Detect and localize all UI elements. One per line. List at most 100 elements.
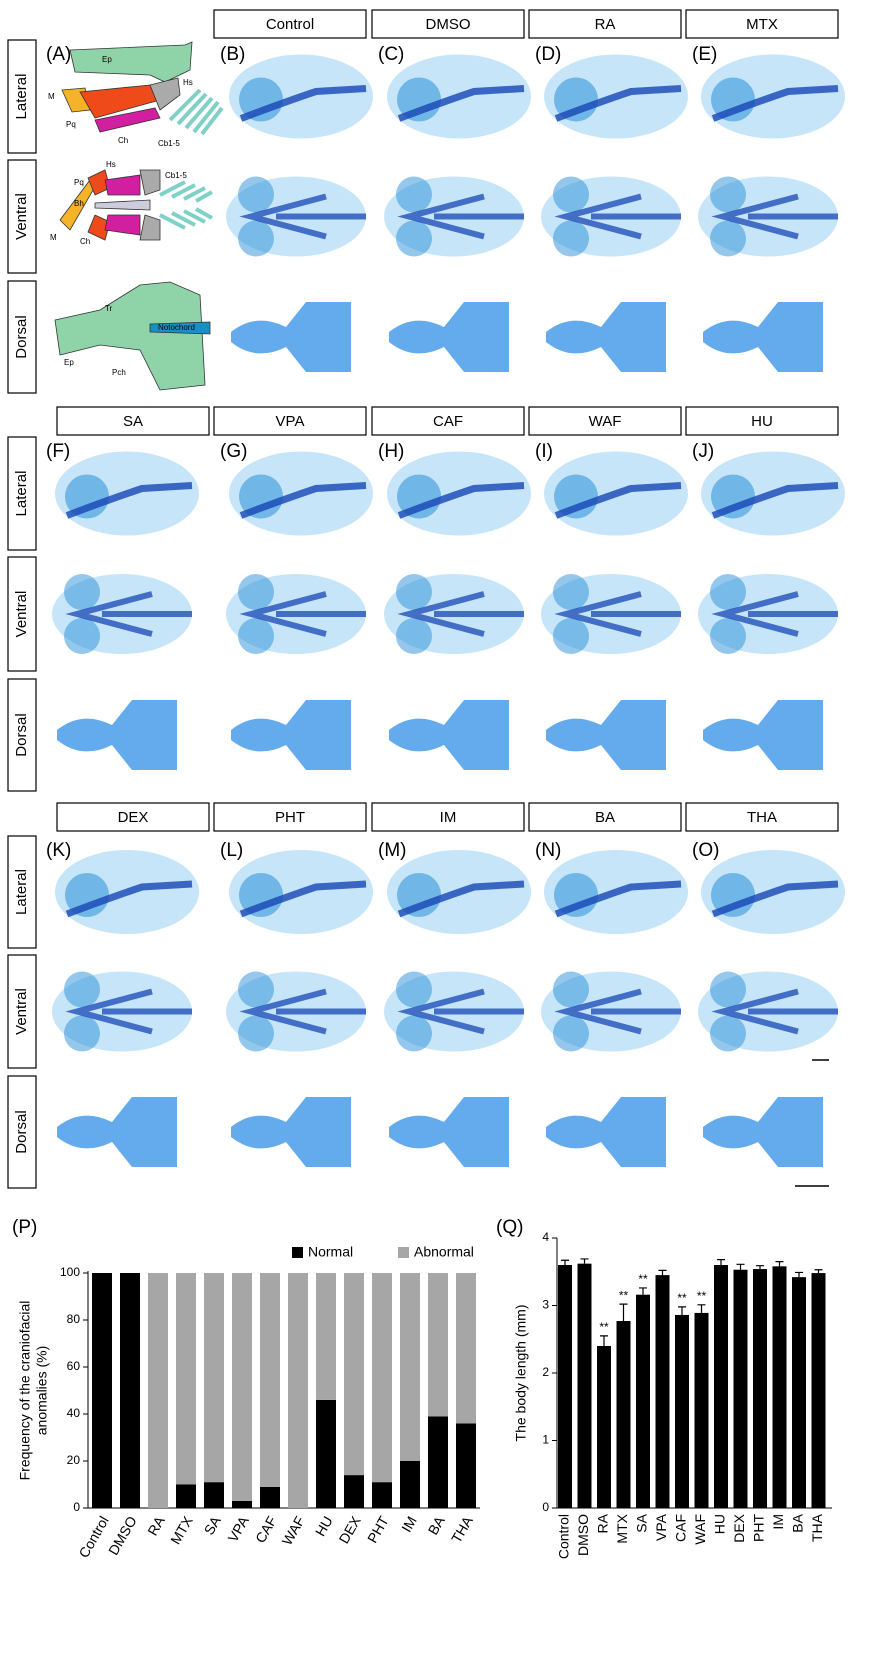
photo-eye [396, 972, 432, 1008]
photo-eye [396, 618, 432, 654]
error-bar [659, 1270, 667, 1275]
photo-cartilage [703, 700, 823, 770]
photo-eye [710, 972, 746, 1008]
column-header: MTX [746, 16, 778, 33]
x-tick-label: HU [712, 1514, 728, 1534]
diagram-label: Ch [80, 237, 90, 246]
row-label: Dorsal [13, 315, 30, 358]
bar-segment [260, 1273, 280, 1487]
photo-cartilage [389, 1097, 509, 1167]
photo-eye [553, 574, 589, 610]
diagram-label: Pq [74, 178, 84, 187]
x-tick-label: BA [790, 1513, 806, 1532]
column-header: PHT [275, 809, 305, 826]
bar [792, 1277, 806, 1508]
bar-segment [176, 1273, 196, 1485]
photo-eye [64, 618, 100, 654]
diagram-label: Ch [118, 136, 128, 145]
y-tick-label: 100 [60, 1265, 80, 1279]
bar-segment [204, 1482, 224, 1508]
photo-cartilage [57, 700, 177, 770]
diagram-label: Tr [105, 304, 113, 313]
photo-eye [553, 221, 589, 257]
diagram-shape [150, 78, 180, 110]
error-bar [815, 1270, 823, 1273]
bar [734, 1270, 748, 1508]
x-tick-label: WAF [279, 1513, 308, 1547]
column-header: IM [440, 809, 457, 826]
y-tick-label: 0 [73, 1500, 80, 1514]
bar-segment [456, 1423, 476, 1508]
error-bar [561, 1260, 569, 1265]
error-bar [678, 1307, 686, 1315]
bar-segment [456, 1273, 476, 1423]
error-bar [717, 1260, 725, 1265]
photo-eye [710, 1016, 746, 1052]
photo-eye [710, 574, 746, 610]
photo-eye [396, 574, 432, 610]
photo-eye [238, 972, 274, 1008]
photo-cartilage [231, 700, 351, 770]
panel-letter: (D) [535, 44, 561, 65]
bar-segment [232, 1273, 252, 1501]
x-tick-label: SA [634, 1513, 650, 1532]
diagram-label: Cb1-5 [158, 139, 180, 148]
photo-eye [396, 1016, 432, 1052]
photo-eye [553, 1016, 589, 1052]
error-bar [620, 1304, 628, 1321]
bar-segment [372, 1482, 392, 1508]
photo-cartilage [57, 1097, 177, 1167]
photo-cartilage [389, 700, 509, 770]
bar-segment [232, 1501, 252, 1508]
column-header: DEX [118, 809, 149, 826]
photo-eye [553, 177, 589, 213]
bar [695, 1313, 709, 1508]
row-label: Ventral [13, 193, 30, 240]
diagram-label: Notochord [158, 323, 195, 332]
photo-eye [64, 574, 100, 610]
photo-eye [238, 618, 274, 654]
photo-cartilage [231, 302, 351, 372]
row-label: Ventral [13, 988, 30, 1035]
photo-eye [553, 618, 589, 654]
photo-eye [710, 618, 746, 654]
bar-segment [176, 1485, 196, 1509]
panel-letter: (H) [378, 441, 404, 462]
y-tick-label: 20 [67, 1453, 81, 1467]
significance: ** [677, 1291, 687, 1305]
diagram-label: Ep [64, 358, 74, 367]
y-tick-label: 40 [67, 1406, 81, 1420]
panel-letter: (N) [535, 840, 561, 861]
column-header: HU [751, 413, 773, 430]
error-bar [776, 1262, 784, 1267]
diagram-label: Bh [74, 199, 84, 208]
x-tick-label: PHT [364, 1513, 392, 1546]
row-label: Ventral [13, 591, 30, 638]
bar [675, 1315, 689, 1508]
y-tick-label: 4 [542, 1230, 549, 1244]
legend-label: Normal [308, 1244, 353, 1260]
bar-segment [372, 1273, 392, 1482]
photo-cartilage [389, 302, 509, 372]
error-bar [698, 1305, 706, 1313]
y-axis-label: anomalies (%) [34, 1346, 50, 1435]
legend-label: Abnormal [414, 1244, 474, 1260]
bar [578, 1264, 592, 1508]
x-tick-label: DEX [731, 1513, 747, 1542]
y-tick-label: 0 [542, 1500, 549, 1514]
bar-segment [400, 1273, 420, 1461]
panel-letter: (J) [692, 441, 714, 462]
x-tick-label: VPA [653, 1513, 669, 1541]
x-tick-label: BA [425, 1513, 449, 1538]
bar-segment [344, 1273, 364, 1475]
diagram-shape [160, 182, 212, 228]
x-tick-label: PHT [751, 1514, 767, 1542]
error-bar [581, 1259, 589, 1264]
photo-eye [396, 221, 432, 257]
row-label: Dorsal [13, 1110, 30, 1153]
significance: ** [697, 1289, 707, 1303]
photo-eye [396, 177, 432, 213]
bar-segment [288, 1273, 308, 1508]
column-header: VPA [276, 413, 305, 430]
row-label: Lateral [13, 471, 30, 517]
